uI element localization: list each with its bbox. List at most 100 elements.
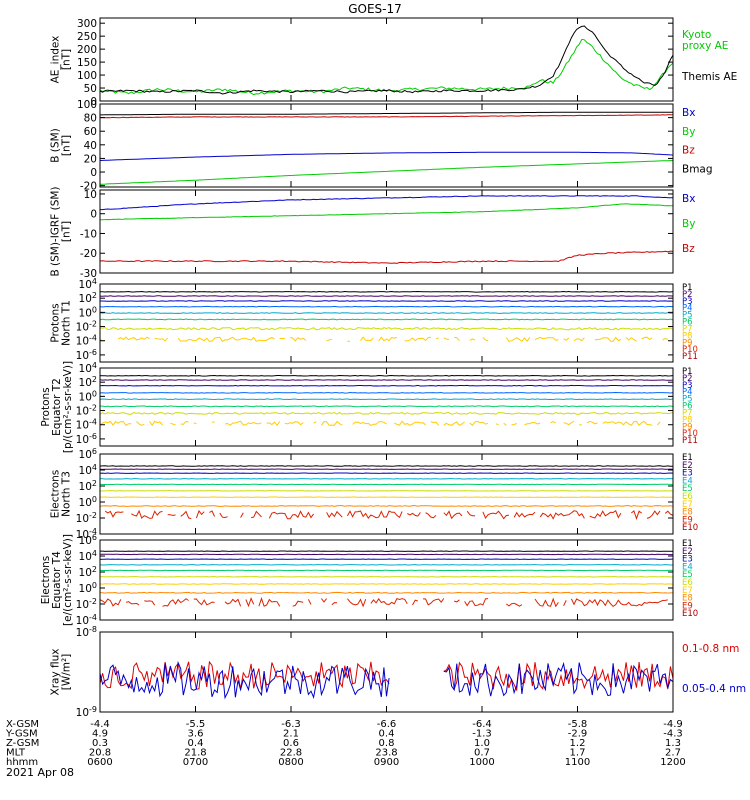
ephemeris-value: -4.4 xyxy=(90,719,110,730)
ephemeris-row-label: X-GSM xyxy=(6,719,39,730)
ephemeris-row-label: hhmm xyxy=(6,757,38,768)
ephemeris-value: -2.9 xyxy=(568,729,588,740)
legend-entry-en-e8: E8 xyxy=(682,508,693,518)
legend-entry-pn-p5: P5 xyxy=(682,311,693,321)
ephemeris-value: -5.8 xyxy=(568,719,588,730)
y-axis-label: North T1 xyxy=(61,300,73,346)
ephemeris-value: 1.3 xyxy=(665,738,681,749)
series-line-pe-p1 xyxy=(100,374,673,377)
y-axis-label: B (SM)-IGRF (SM) xyxy=(50,186,62,276)
panel-series-group xyxy=(100,25,673,96)
ephemeris-value: -6.3 xyxy=(281,719,301,730)
series-line-bsm-bz xyxy=(100,114,673,119)
y-tick-label: -10 xyxy=(80,228,97,240)
y-tick-label: 200 xyxy=(77,44,97,56)
y-tick-exponent: 0 xyxy=(92,495,97,504)
legend-entry-pe-p7: P7 xyxy=(682,408,693,418)
y-tick-label: 10 xyxy=(84,189,97,201)
ephemeris-value: 21.8 xyxy=(184,748,206,759)
y-axis-label: [W/m²] xyxy=(61,654,73,691)
ephemeris-value: 1000 xyxy=(469,757,494,768)
series-line-ee-e8 xyxy=(100,591,673,594)
ephemeris-value: 0.8 xyxy=(379,738,395,749)
ephemeris-value: 1100 xyxy=(565,757,590,768)
y-tick-label: 150 xyxy=(77,57,97,69)
y-tick-label: 0 xyxy=(90,96,97,108)
ephemeris-value: 1.0 xyxy=(474,738,490,749)
y-tick-exponent: -6 xyxy=(89,432,97,441)
ephemeris-value: 0800 xyxy=(278,757,303,768)
legend-entry-en-e7: E7 xyxy=(682,500,693,510)
series-line-bsm-by xyxy=(100,160,673,185)
y-tick-exponent: 0 xyxy=(92,389,97,398)
legend-entry-en-e3: E3 xyxy=(682,469,693,479)
panel-series-group xyxy=(100,290,673,342)
series-line-ae-themis-ae xyxy=(100,25,673,95)
legend-entry-ee-e5: E5 xyxy=(682,570,693,580)
y-axis-label: Electrons xyxy=(50,470,62,519)
ephemeris-value: 0.7 xyxy=(474,748,490,759)
legend-entry-ee-e10: E10 xyxy=(682,609,698,619)
series-line-ae-kyoto-proxy-ae xyxy=(100,38,673,96)
y-tick-exponent: 4 xyxy=(92,463,97,472)
legend-entry-en-e1: E1 xyxy=(682,453,693,463)
ephemeris-value: 1.7 xyxy=(570,748,586,759)
y-tick-exponent: 0 xyxy=(92,305,97,314)
y-tick-exponent: -8 xyxy=(89,625,97,634)
series-line-pe-p3 xyxy=(100,384,673,387)
ephemeris-value: -6.4 xyxy=(472,719,492,730)
legend-entry-ae-themis-ae: Themis AE xyxy=(681,71,737,83)
ephemeris-value: -4.9 xyxy=(663,719,683,730)
ephemeris-value: 3.6 xyxy=(188,729,204,740)
panel-series-group xyxy=(100,550,673,608)
series-line-pn-p3 xyxy=(100,300,673,302)
ephemeris-value: 1200 xyxy=(660,757,685,768)
legend-entry-bigrf-by: By xyxy=(682,218,695,230)
y-tick-label: 100 xyxy=(77,99,97,111)
legend-entry-en-e4: E4 xyxy=(682,476,693,486)
legend-entry-xray-0-05-0-4-nm: 0.05-0.4 nm xyxy=(682,683,746,695)
y-tick-label: 40 xyxy=(84,140,97,152)
series-line-xray-0-1-0-8-nm xyxy=(100,660,673,692)
ephemeris-value: 2.1 xyxy=(283,729,299,740)
ephemeris-row-label: Z-GSM xyxy=(6,738,39,749)
y-tick-exponent: -4 xyxy=(89,527,97,536)
legend-entry-bsm-by: By xyxy=(682,126,695,138)
legend-entry-ee-e9: E9 xyxy=(682,601,693,611)
y-tick-exponent: -9 xyxy=(89,705,97,714)
y-tick-label: 60 xyxy=(84,126,97,138)
y-axis-label: [e/(cm²-s-sr-keV)] xyxy=(62,534,74,626)
legend-entry-bigrf-bx: Bx xyxy=(682,193,695,205)
legend-entry-pe-p3: P3 xyxy=(682,381,693,391)
legend-entry-pn-p4: P4 xyxy=(682,304,693,314)
y-tick-exponent: 6 xyxy=(92,447,97,456)
series-line-pn-p2 xyxy=(100,295,673,297)
y-axis-label: [p/(cm²-s-sr-keV)] xyxy=(62,361,74,453)
legend-entry-pe-p11: P11 xyxy=(682,436,698,446)
panel-series-group xyxy=(100,111,673,185)
y-tick-exponent: -6 xyxy=(89,348,97,357)
legend-entry-pn-p7: P7 xyxy=(682,324,693,334)
ephemeris-value: -5.5 xyxy=(186,719,206,730)
ephemeris-value: -1.3 xyxy=(472,729,492,740)
ephemeris-value: 22.8 xyxy=(280,748,302,759)
y-axis-label: Protons xyxy=(50,303,62,342)
figure-title: GOES-17 xyxy=(348,2,402,16)
legend-entry-ee-e4: E4 xyxy=(682,562,693,572)
y-tick-exponent: -2 xyxy=(89,320,97,329)
y-tick-label: -20 xyxy=(80,181,97,193)
legend-entry-ee-e7: E7 xyxy=(682,586,693,596)
y-tick-exponent: 6 xyxy=(92,533,97,542)
series-line-pn-p7 xyxy=(100,327,673,331)
y-tick-exponent: -4 xyxy=(89,334,97,343)
y-tick-label: 80 xyxy=(84,113,97,125)
series-line-pe-p2 xyxy=(100,379,673,381)
ephemeris-value: 0600 xyxy=(87,757,112,768)
legend-entry-bigrf-bz: Bz xyxy=(682,243,695,255)
y-tick-exponent: -4 xyxy=(89,418,97,427)
y-axis-label: North T3 xyxy=(61,471,73,517)
legend-entry-pn-p1: P1 xyxy=(682,283,693,293)
